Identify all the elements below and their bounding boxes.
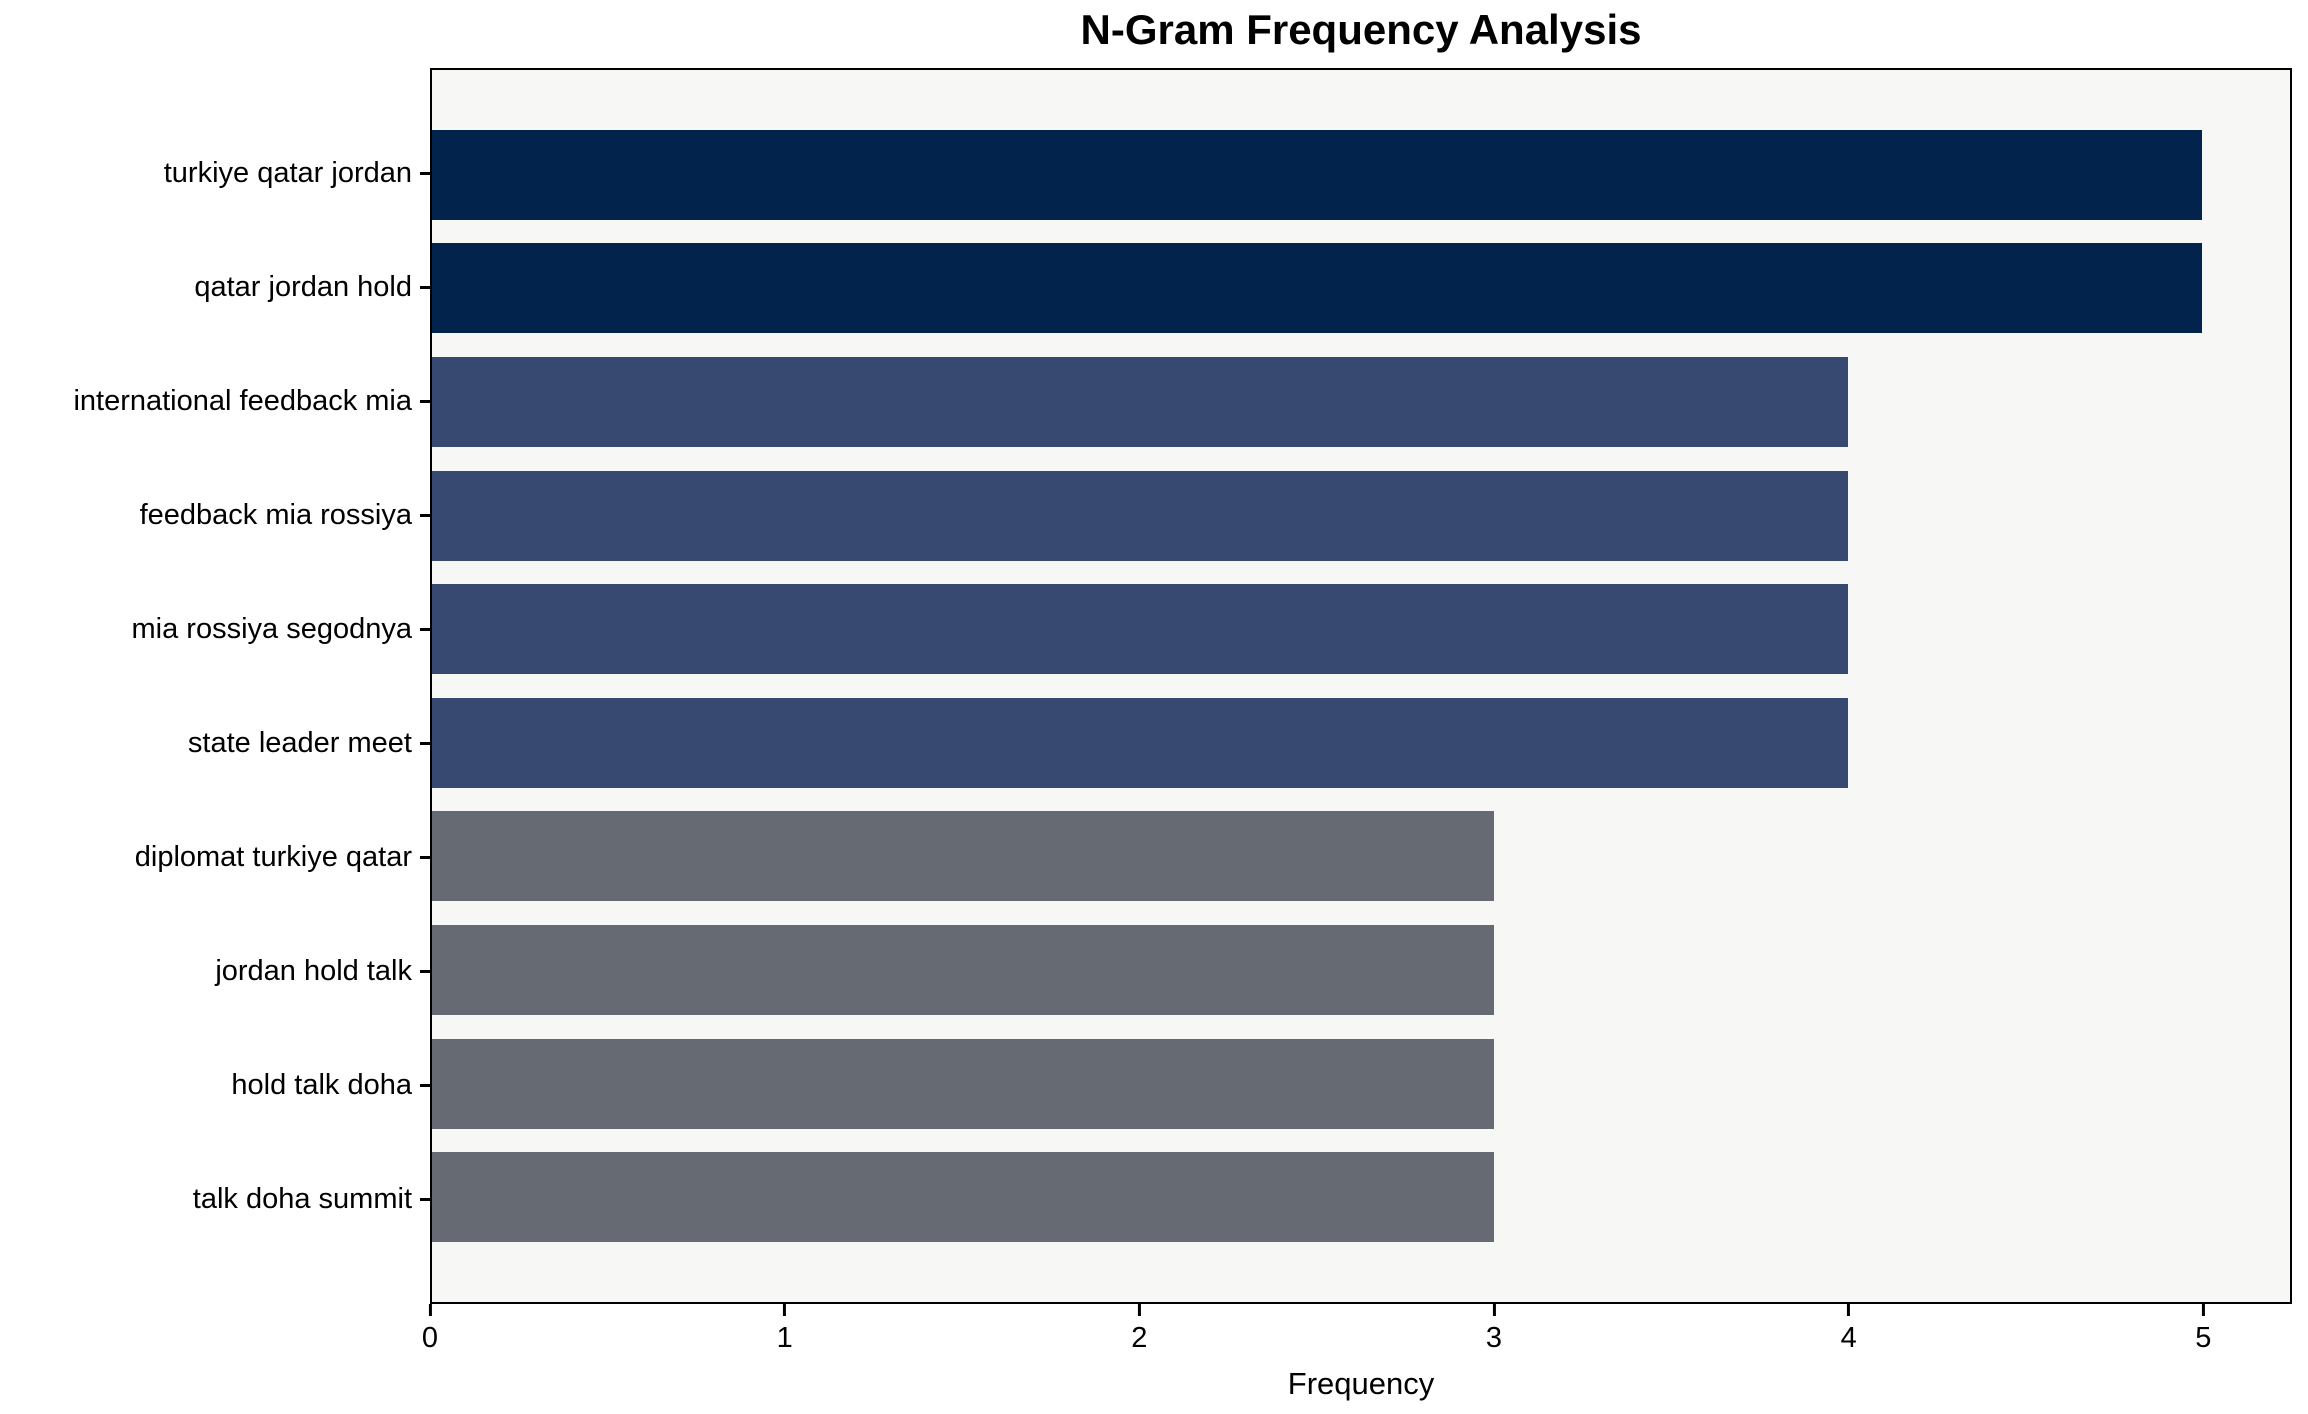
bars: [432, 70, 2290, 1302]
y-tick-mark: [420, 741, 430, 745]
x-tick: 2: [1131, 1304, 1147, 1355]
x-tick: 0: [422, 1304, 438, 1355]
x-tick: 5: [2195, 1304, 2211, 1355]
y-axis-row: turkiye qatar jordan: [0, 116, 430, 230]
y-axis-row: diplomat turkiye qatar: [0, 800, 430, 914]
y-axis-row: state leader meet: [0, 686, 430, 800]
y-tick-mark: [420, 171, 430, 175]
y-tick-label: turkiye qatar jordan: [163, 156, 412, 189]
x-tick-mark: [1137, 1304, 1141, 1316]
y-tick-label: jordan hold talk: [215, 954, 412, 987]
bar-talk-doha-summit: [432, 1152, 1494, 1243]
bar-state-leader-meet: [432, 697, 1848, 788]
y-tick-mark: [420, 627, 430, 631]
bar-jordan-hold-talk: [432, 924, 1494, 1015]
y-tick-label: state leader meet: [187, 726, 412, 759]
y-tick-mark: [420, 969, 430, 973]
x-tick: 3: [1486, 1304, 1502, 1355]
bar-row: [432, 800, 2290, 914]
y-tick-label: qatar jordan hold: [194, 270, 412, 303]
y-tick-mark: [420, 1083, 430, 1087]
bar-international-feedback-mia: [432, 356, 1848, 447]
y-axis-row: talk doha summit: [0, 1142, 430, 1256]
y-tick-mark: [420, 399, 430, 403]
y-tick-mark: [420, 285, 430, 289]
bar-hold-talk-doha: [432, 1038, 1494, 1129]
x-axis: 0 1 2 3 4 5: [422, 1304, 2292, 1374]
y-tick-label: feedback mia rossiya: [139, 498, 412, 531]
bar-row: [432, 118, 2290, 232]
y-tick-mark: [420, 1197, 430, 1201]
y-tick-label: hold talk doha: [231, 1068, 412, 1101]
bar-row: [432, 572, 2290, 686]
x-tick-label: 1: [776, 1322, 793, 1354]
bar-row: [432, 1027, 2290, 1141]
x-tick: 4: [1841, 1304, 1857, 1355]
bar-diplomat-turkiye-qatar: [432, 811, 1494, 902]
y-axis-row: mia rossiya segodnya: [0, 572, 430, 686]
plot-area: [430, 68, 2292, 1304]
y-tick-mark: [420, 855, 430, 859]
x-tick: 1: [777, 1304, 793, 1355]
y-tick-label: talk doha summit: [192, 1182, 412, 1215]
y-axis-row: qatar jordan hold: [0, 230, 430, 344]
x-tick-label: 0: [421, 1322, 439, 1354]
bar-row: [432, 1140, 2290, 1254]
bar-qatar-jordan-hold: [432, 243, 2202, 334]
bar-row: [432, 345, 2290, 459]
x-tick-mark: [2201, 1304, 2205, 1316]
x-tick-label: 2: [1131, 1322, 1148, 1354]
x-tick-label: 5: [2195, 1322, 2212, 1354]
x-tick-mark: [1847, 1304, 1851, 1316]
y-axis-row: hold talk doha: [0, 1028, 430, 1142]
y-tick-mark: [420, 513, 430, 517]
chart-title: N-Gram Frequency Analysis: [1080, 6, 1642, 53]
y-axis-row: jordan hold talk: [0, 914, 430, 1028]
y-axis-row: feedback mia rossiya: [0, 458, 430, 572]
x-tick-label: 4: [1840, 1322, 1857, 1354]
y-axis-row: international feedback mia: [0, 344, 430, 458]
bar-row: [432, 459, 2290, 573]
y-axis: turkiye qatar jordan qatar jordan hold int…: [0, 68, 430, 1304]
x-tick-label: 3: [1485, 1322, 1503, 1354]
x-tick-mark: [428, 1304, 432, 1316]
y-tick-label: diplomat turkiye qatar: [134, 840, 412, 873]
bar-row: [432, 232, 2290, 346]
bar-mia-rossiya-segodnya: [432, 584, 1848, 675]
y-tick-label: international feedback mia: [73, 384, 412, 417]
bar-row: [432, 913, 2290, 1027]
bar-feedback-mia-rossiya: [432, 470, 1848, 561]
bar-row: [432, 686, 2290, 800]
bar-turkiye-qatar-jordan: [432, 129, 2202, 220]
x-axis-label: Frequency: [1287, 1366, 1435, 1401]
y-tick-label: mia rossiya segodnya: [131, 612, 412, 645]
x-tick-mark: [783, 1304, 787, 1316]
x-tick-mark: [1492, 1304, 1496, 1316]
